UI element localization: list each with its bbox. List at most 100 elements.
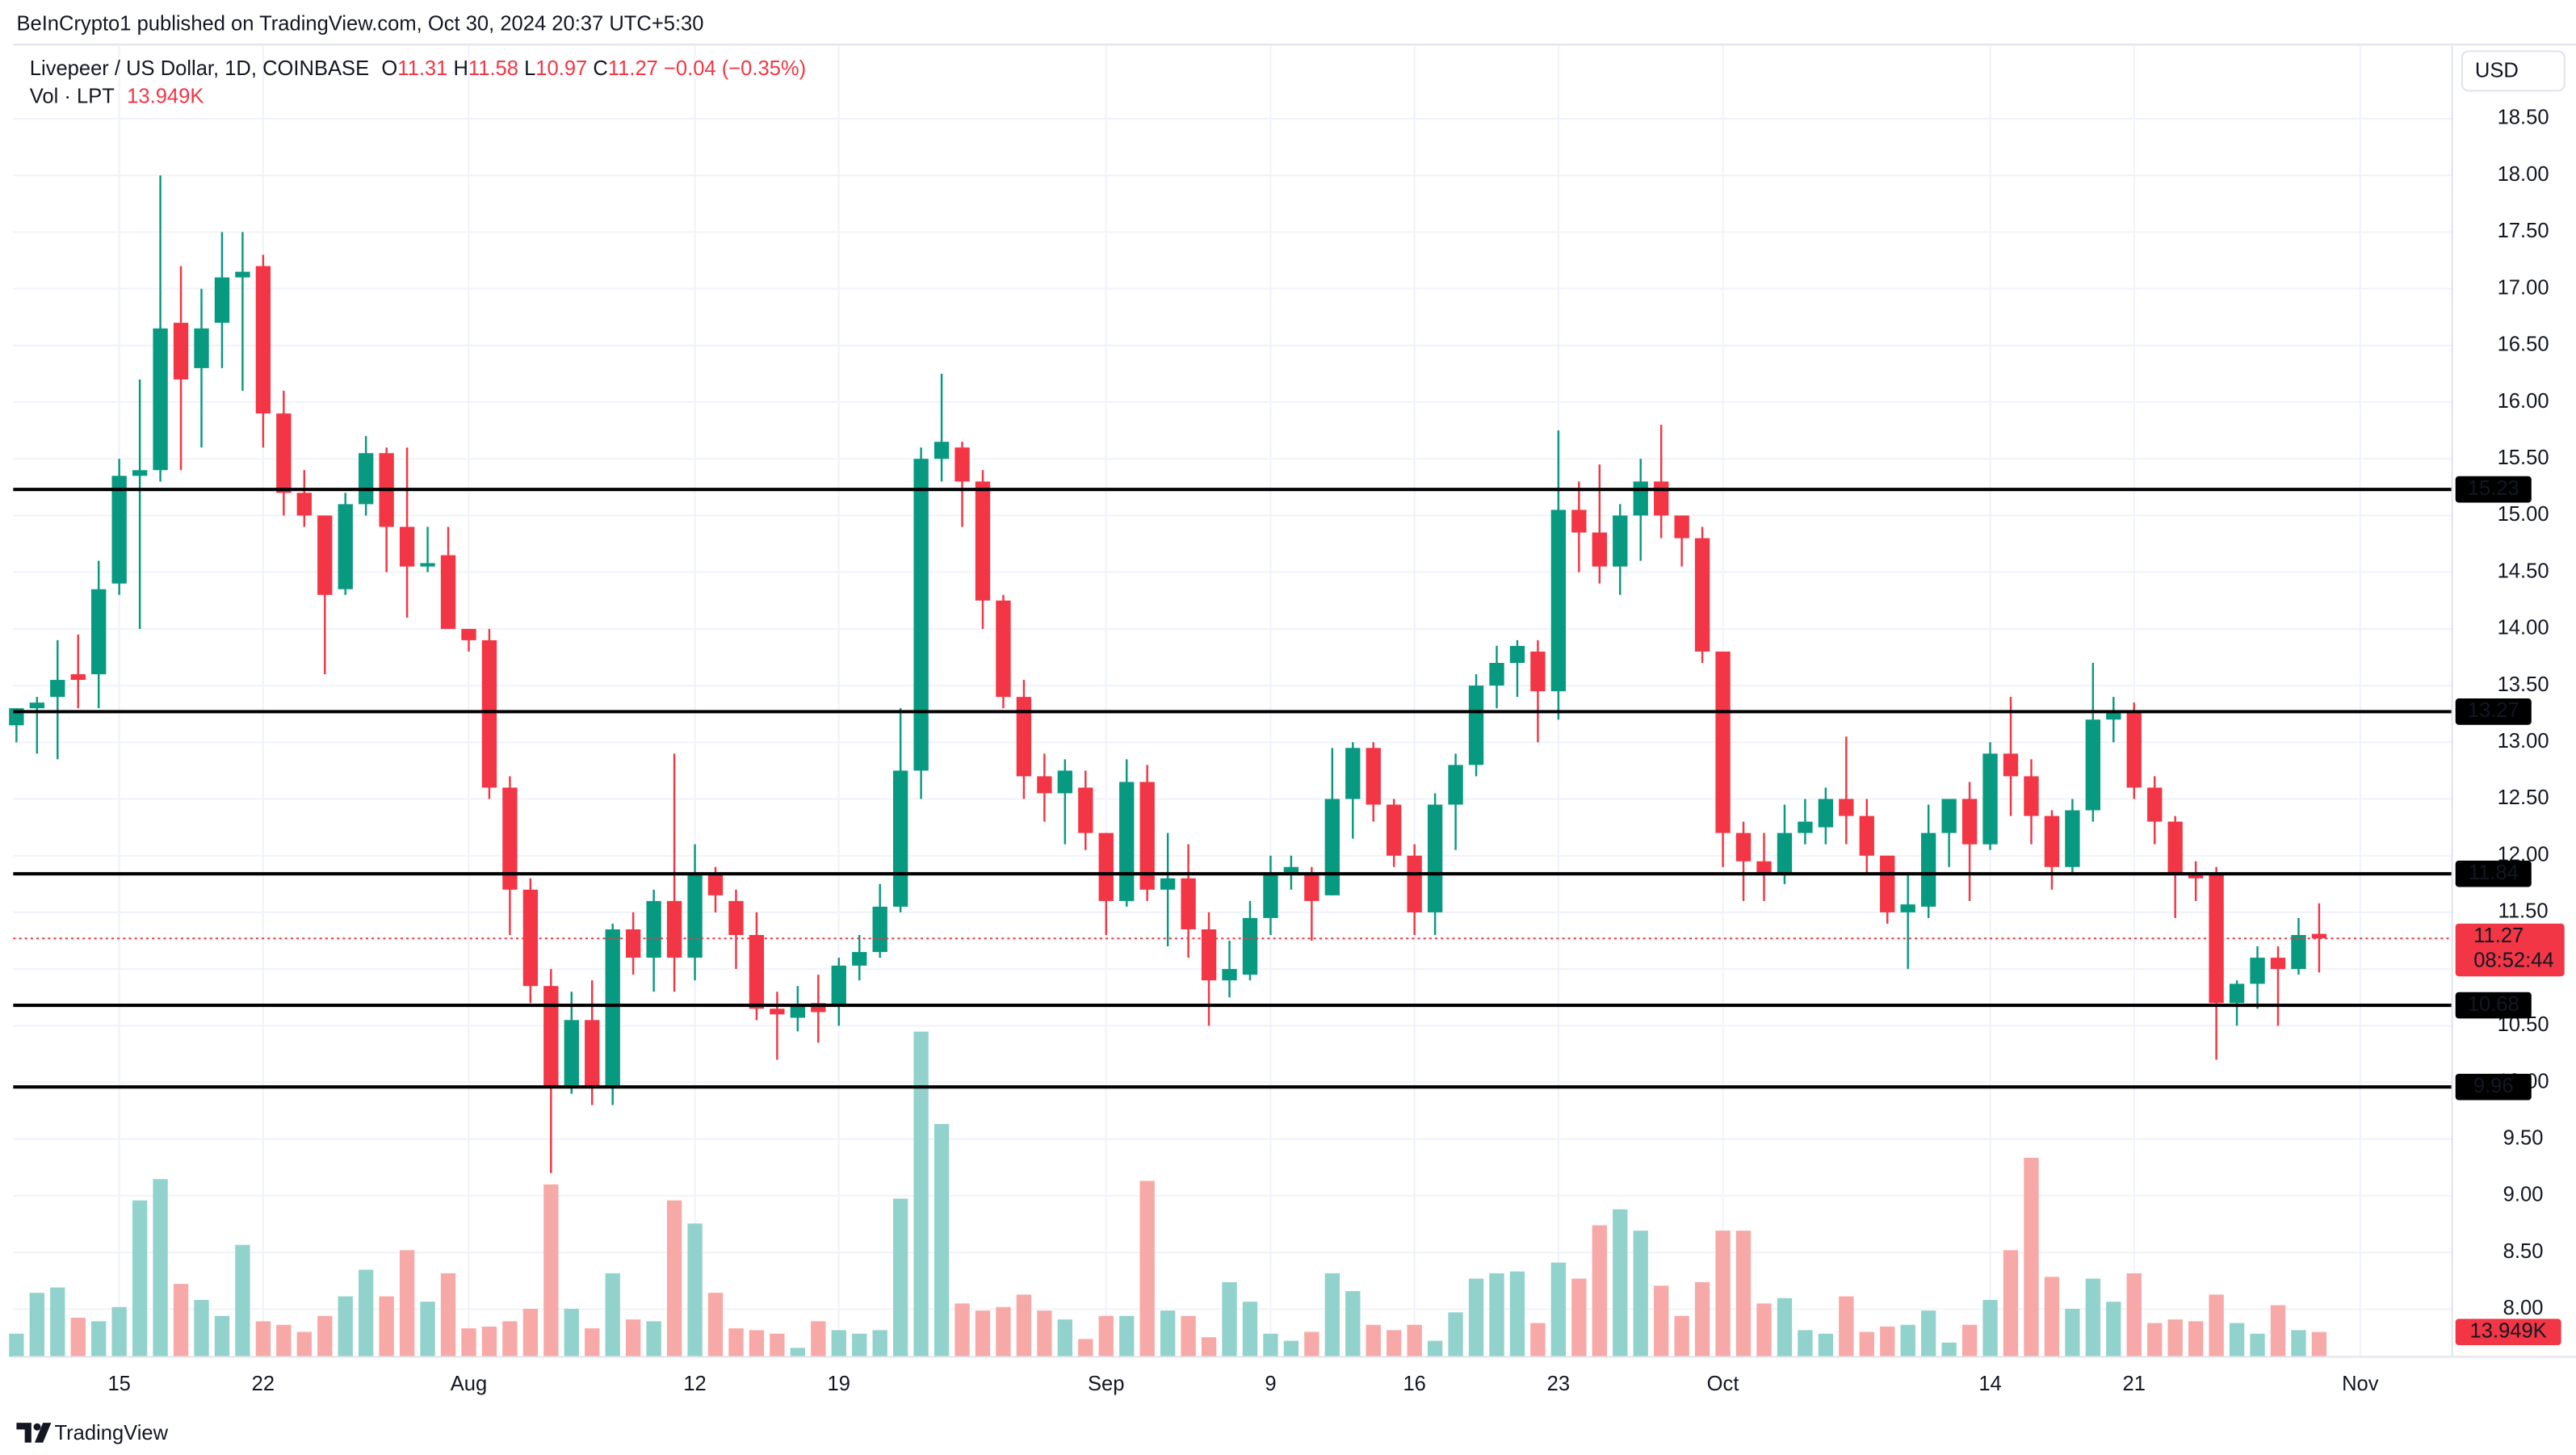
- x-tick-label: Nov: [2342, 1373, 2379, 1395]
- volume-bar: [255, 1321, 271, 1357]
- volume-bar: [852, 1333, 867, 1357]
- candle-body: [461, 628, 476, 640]
- last-price-box: [2455, 923, 2565, 977]
- currency-button[interactable]: [2461, 50, 2566, 92]
- candle-body: [1756, 861, 1772, 873]
- candle-body: [522, 889, 539, 987]
- candle-body: [770, 1008, 785, 1015]
- volume-bar: [522, 1308, 539, 1357]
- ohlc-label: O: [381, 57, 397, 80]
- candle-body: [1818, 799, 1834, 828]
- volume-bar: [461, 1328, 476, 1357]
- volume-bar: [481, 1326, 497, 1357]
- logo-icon: [16, 1423, 52, 1443]
- change-value: −0.04: [664, 57, 716, 80]
- volume-bar: [359, 1269, 374, 1357]
- candle-body: [1859, 816, 1874, 856]
- volume-bar: [707, 1293, 724, 1357]
- volume-legend: Vol · LPT 13.949K: [30, 85, 204, 107]
- y-tick-label: 9.50: [2503, 1127, 2544, 1150]
- y-tick-label: 11.50: [2498, 900, 2549, 923]
- level-label: 13.27: [2468, 699, 2519, 722]
- volume-bar: [420, 1302, 435, 1357]
- volume-bar: [1920, 1310, 1936, 1357]
- axes: 8.008.509.009.5010.0010.5011.0011.5012.0…: [107, 107, 2565, 1395]
- x-tick-label: 9: [1265, 1373, 1276, 1395]
- volume-value: 13.949K: [127, 85, 203, 107]
- candle-body: [2085, 719, 2101, 811]
- candle-body: [1674, 515, 1689, 539]
- currency-label[interactable]: USD: [2475, 60, 2519, 82]
- volume-bar: [399, 1250, 415, 1357]
- x-tick-label: Aug: [451, 1373, 487, 1395]
- candle-body: [1201, 929, 1217, 981]
- candle-body: [728, 900, 744, 936]
- volume-bar: [1324, 1273, 1340, 1357]
- candle-body: [2250, 958, 2265, 984]
- volume-bar: [2229, 1323, 2245, 1357]
- candle-body: [1427, 804, 1443, 912]
- candle-body: [153, 328, 168, 471]
- y-tick-label: 17.00: [2498, 276, 2549, 299]
- volume-bar: [770, 1333, 785, 1357]
- x-tick-label: Sep: [1088, 1373, 1124, 1395]
- candle-body: [1037, 776, 1052, 794]
- candle-body: [2270, 958, 2286, 970]
- candle-body: [1839, 799, 1854, 816]
- candle-body: [2024, 776, 2039, 816]
- candle-body: [296, 493, 312, 516]
- symbol-title: Livepeer / US Dollar, 1D, COINBASE: [30, 57, 369, 80]
- candle-body: [933, 442, 950, 459]
- volume-bar: [1818, 1333, 1834, 1357]
- volume-bar: [1777, 1298, 1793, 1357]
- volume-bar: [70, 1317, 86, 1357]
- candle-body: [1181, 878, 1196, 929]
- candle-body: [1016, 697, 1032, 777]
- volume-bar: [1345, 1290, 1361, 1357]
- volume-bar: [646, 1321, 661, 1357]
- volume-bar: [1571, 1278, 1587, 1357]
- candle-body: [1900, 904, 1915, 912]
- y-tick-label: 13.50: [2498, 673, 2549, 696]
- y-tick-label: 9.00: [2503, 1184, 2544, 1206]
- y-tick-label: 18.00: [2498, 163, 2549, 186]
- level-label-box: [2455, 992, 2532, 1019]
- candle-body: [1961, 799, 1978, 845]
- volume-bar: [1756, 1303, 1772, 1357]
- volume-bar: [1715, 1231, 1731, 1357]
- volume-bar: [1427, 1340, 1443, 1357]
- level-label: 11.84: [2469, 862, 2519, 884]
- volume-bar: [1941, 1342, 1957, 1357]
- candle-body: [790, 1005, 806, 1018]
- open-value: 11.31: [397, 57, 447, 80]
- candle-body: [1304, 872, 1319, 901]
- candle-body: [1387, 804, 1402, 856]
- candle-body: [1407, 855, 1422, 912]
- candle-body: [2106, 711, 2121, 720]
- level-label-box: [2455, 698, 2532, 725]
- candle-body: [70, 674, 86, 681]
- ohlc-label: C: [593, 57, 607, 80]
- x-tick-label: 22: [252, 1373, 275, 1395]
- candle-body: [1777, 832, 1793, 873]
- y-tick-label: 13.00: [2498, 730, 2549, 753]
- volume-bar: [214, 1315, 230, 1357]
- candle-body: [1735, 832, 1752, 862]
- candle-body: [646, 900, 661, 958]
- candle-body: [687, 872, 703, 958]
- candle-body: [1468, 686, 1484, 765]
- volume-bar: [1694, 1281, 1710, 1357]
- volume-bar: [276, 1324, 292, 1357]
- candle-body: [214, 277, 230, 323]
- volume-bar: [1037, 1310, 1052, 1357]
- candle-body: [111, 476, 127, 584]
- close-value: 11.27: [608, 57, 658, 80]
- volume-bar: [1550, 1262, 1567, 1357]
- candle-body: [1345, 748, 1361, 799]
- candle-body: [585, 1020, 600, 1088]
- volume-bar: [2003, 1250, 2019, 1357]
- volume-title: Vol · LPT: [30, 85, 115, 107]
- candle-body: [2229, 983, 2245, 1004]
- candle-body: [338, 504, 353, 589]
